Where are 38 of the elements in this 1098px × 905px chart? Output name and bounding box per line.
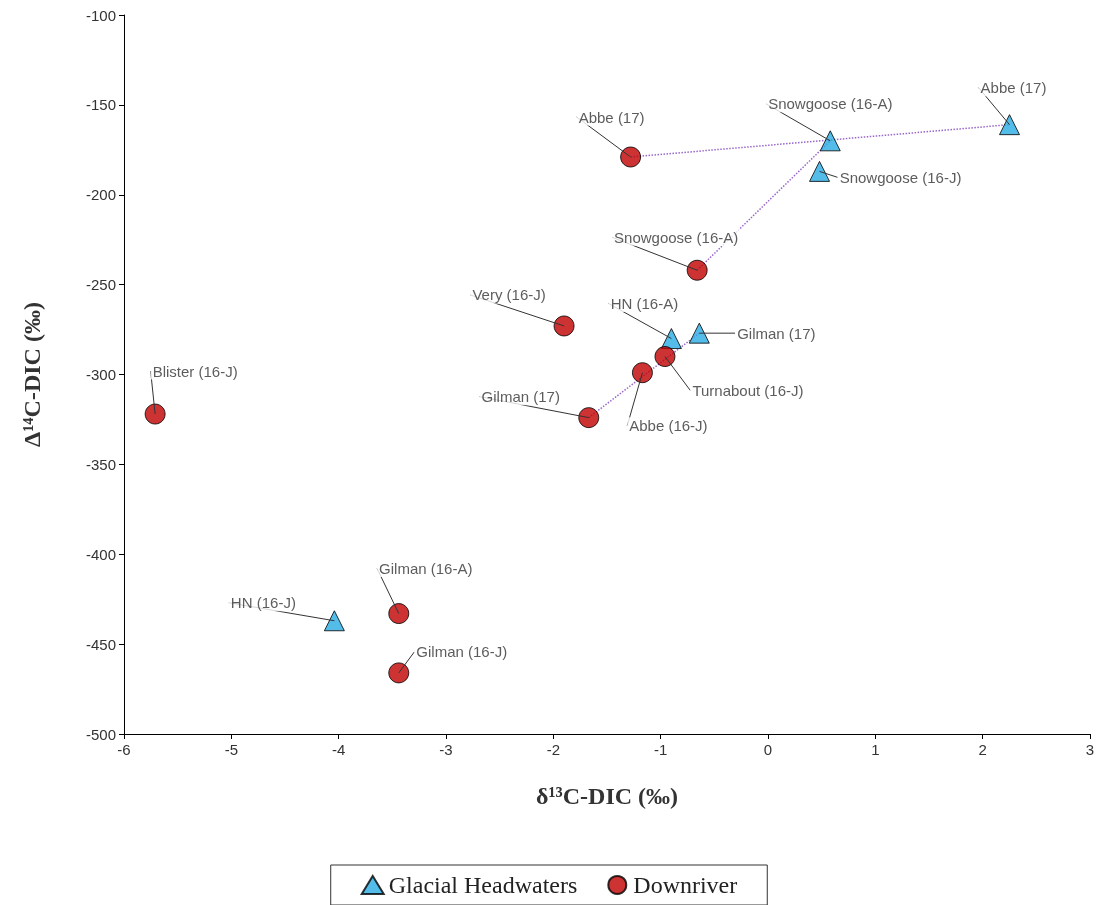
annotation: Gilman (17) <box>737 324 816 342</box>
x-tick-label: -2 <box>546 741 561 758</box>
y-tick-label: -450 <box>85 635 116 653</box>
y-tick-label: -100 <box>85 6 116 24</box>
annotation: Gilman (17) <box>481 388 560 406</box>
annotation: Abbe (17) <box>578 108 645 126</box>
annotation: HN (16-J) <box>230 594 296 612</box>
annotation: Very (16-J) <box>472 286 546 304</box>
annotation: Abbe (16-J) <box>629 417 708 435</box>
y-tick-label: -250 <box>85 276 116 294</box>
annotation: Snowgoose (16-A) <box>614 228 739 246</box>
legend-label: Glacial Headwaters <box>388 872 578 898</box>
x-tick-label: -6 <box>117 741 131 758</box>
annotation: Gilman (16-A) <box>379 560 473 578</box>
annotation: Snowgoose (16-A) <box>768 95 893 113</box>
x-axis-title: δ¹³C-DIC (‰) <box>535 783 679 809</box>
x-tick-label: -4 <box>331 741 346 758</box>
y-tick-label: -350 <box>85 455 116 473</box>
x-tick-label: -1 <box>653 741 668 758</box>
x-tick-label: 2 <box>978 741 987 758</box>
x-tick-label: -5 <box>224 741 239 758</box>
y-tick-label: -200 <box>85 186 116 204</box>
y-tick-label: -400 <box>85 545 116 563</box>
annotation: Blister (16-J) <box>152 362 238 380</box>
x-tick-label: 1 <box>871 741 880 758</box>
legend-label: Downriver <box>633 872 738 898</box>
y-axis-title: Δ¹⁴C-DIC (‰) <box>19 302 45 447</box>
annotation: Snowgoose (16-J) <box>839 168 962 186</box>
y-tick-label: -150 <box>85 96 116 114</box>
annotation: HN (16-A) <box>610 295 679 313</box>
annotation: Abbe (17) <box>980 79 1047 97</box>
y-tick-label: -500 <box>85 725 116 743</box>
annotation: Turnabout (16-J) <box>692 382 804 400</box>
annotation: Gilman (16-J) <box>416 643 508 661</box>
x-tick-label: 3 <box>1085 741 1095 758</box>
x-tick-label: -3 <box>439 741 453 758</box>
x-tick-label: 0 <box>763 741 773 758</box>
y-tick-label: -300 <box>85 366 116 383</box>
